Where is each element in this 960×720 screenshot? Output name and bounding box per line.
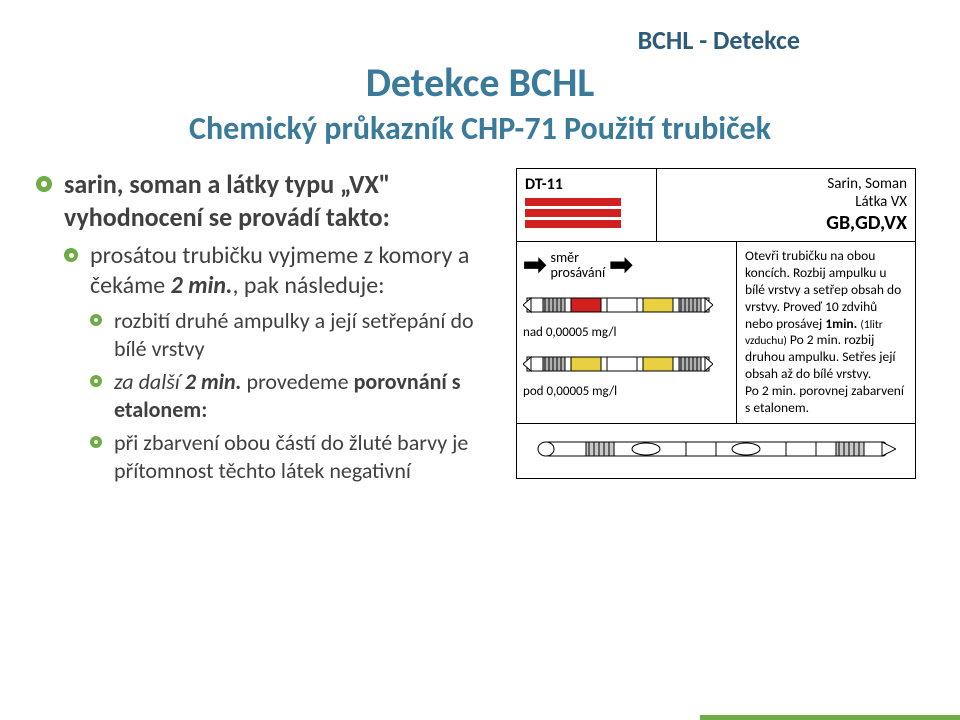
bullet-l3b-pre: za další [114, 368, 185, 395]
stripe-icon [525, 198, 621, 206]
tube-empty-icon [536, 434, 896, 464]
arrow-right-icon: ➡ [609, 251, 632, 279]
diagram-column: DT-11 Sarin, Soman Látka VX GB,GD,VX [506, 168, 916, 494]
main-title: Detekce BCHL [36, 58, 924, 107]
subtitle: Chemický průkazník CHP-71 Použití trubič… [36, 109, 924, 148]
agents-line2: Látka VX [665, 193, 907, 211]
tube-card: DT-11 Sarin, Soman Látka VX GB,GD,VX [516, 168, 916, 479]
tube-row-under [523, 350, 730, 378]
agents-cell: Sarin, Soman Látka VX GB,GD,VX [657, 169, 915, 241]
bullet-list: sarin, soman a látky typu „VX" vyhodnoce… [36, 168, 496, 484]
stripe-icon [525, 209, 621, 217]
card-footer [517, 423, 915, 478]
title-block: Detekce BCHL Chemický průkazník CHP-71 P… [36, 58, 924, 148]
slide: BCHL - Detekce Detekce BCHL Chemický prů… [0, 0, 960, 720]
agents-line1: Sarin, Soman [665, 175, 907, 193]
bullet-l3b-b: 2 min. [185, 368, 242, 395]
id-stripes [525, 198, 648, 228]
bullet-l3b: za další 2 min. provedeme porovnání s et… [90, 368, 496, 484]
bullet-l4: při zbarvení obou částí do žluté barvy j… [90, 429, 496, 484]
tube-id-cell: DT-11 [517, 169, 657, 241]
bullet-l1-span: sarin, soman a látky typu „VX" vyhodnoce… [64, 168, 390, 233]
accent-bar-icon [700, 715, 960, 720]
bullet-l2a: prosátou trubičku vyjmeme z komory a ček… [64, 241, 496, 484]
bullet-l1: sarin, soman a látky typu „VX" vyhodnoce… [36, 168, 496, 484]
direction-label: směrprosávání [550, 250, 605, 281]
card-left: ➡ směrprosávání ➡ [517, 242, 737, 423]
card-body: ➡ směrprosávání ➡ [517, 242, 915, 423]
tube-under-icon [523, 350, 713, 378]
bullet-l2a-bold: 2 min. [171, 271, 233, 300]
arrow-right-icon: ➡ [523, 251, 546, 279]
bullet-l2a-tail: , pak následuje: [232, 271, 384, 300]
instructions-cell: Otevři trubičku na obou koncích. Rozbij … [737, 242, 915, 423]
bullet-l4-text: při zbarvení obou částí do žluté barvy j… [114, 429, 468, 484]
bullet-l3b-mid: provedeme [242, 368, 354, 395]
tube-over-icon [523, 291, 713, 319]
direction-row: ➡ směrprosávání ➡ [523, 250, 730, 281]
slide-topic: BCHL - Detekce [638, 24, 800, 56]
agents-codes: GB,GD,VX [665, 211, 907, 235]
bullet-l3a-text: rozbití druhé ampulky a její setřepání d… [114, 307, 474, 362]
bullet-l3a: rozbití druhé ampulky a její setřepání d… [90, 307, 496, 362]
bullet-l1-text: sarin, soman a látky typu „VX" vyhodnoce… [64, 168, 390, 233]
threshold-over: nad 0,00005 mg/l [523, 325, 730, 340]
tube-row-over [523, 291, 730, 319]
stripe-icon [525, 220, 621, 228]
tube-id: DT-11 [525, 175, 648, 194]
threshold-under: pod 0,00005 mg/l [523, 384, 730, 399]
content-row: sarin, soman a látky typu „VX" vyhodnoce… [36, 168, 924, 494]
card-header: DT-11 Sarin, Soman Látka VX GB,GD,VX [517, 169, 915, 242]
bullet-column: sarin, soman a látky typu „VX" vyhodnoce… [36, 168, 506, 494]
